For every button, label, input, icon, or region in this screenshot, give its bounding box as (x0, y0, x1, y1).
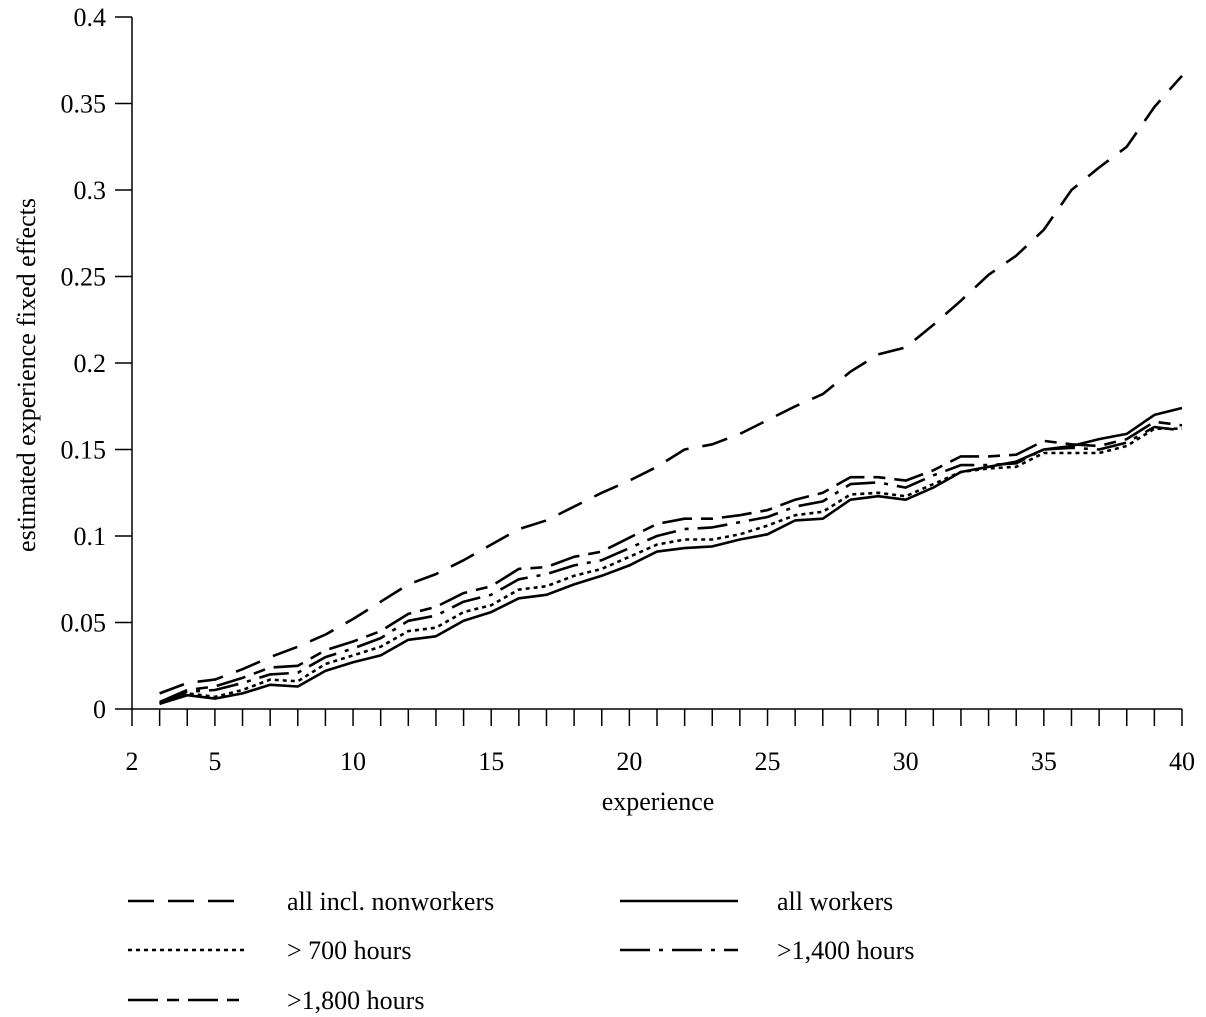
legend-label: >1,400 hours (777, 936, 914, 965)
series-group (159, 74, 1183, 706)
x-axis-label: experience (602, 787, 715, 816)
y-tick-label: 0.15 (61, 436, 107, 465)
y-tick-label: 0.05 (61, 609, 107, 638)
y-tick-label: 0.4 (74, 3, 107, 32)
y-tick-label: 0.2 (74, 349, 107, 378)
legend-label: >1,800 hours (287, 986, 424, 1015)
legend-label: all incl. nonworkers (287, 887, 494, 916)
y-ticks: 0 0.05 0.1 0.15 0.2 0.25 0.3 0.35 0.4 (61, 3, 132, 724)
series-line-2 (159, 427, 1182, 706)
legend-label: all workers (777, 887, 893, 916)
series-line-3 (159, 425, 1183, 705)
series-line-1 (159, 406, 1183, 706)
x-ticks: 2 5 10 15 20 25 30 35 40 (126, 709, 1195, 776)
legend-item: >1,400 hours (620, 936, 914, 965)
x-tick-label: 15 (478, 747, 504, 776)
x-tick-label: 10 (340, 747, 366, 776)
series-line-4 (159, 420, 1183, 704)
legend-item: all workers (620, 887, 893, 916)
x-tick-label: 30 (893, 747, 919, 776)
x-tick-label: 20 (616, 747, 642, 776)
x-tick-label: 35 (1031, 747, 1057, 776)
y-tick-label: 0 (93, 695, 106, 724)
x-tick-label: 5 (208, 747, 221, 776)
legend-item: >1,800 hours (128, 986, 424, 1015)
y-tick-label: 0.25 (61, 263, 107, 292)
legend-label: > 700 hours (287, 936, 411, 965)
series-line-0 (159, 74, 1183, 695)
legend: all incl. nonworkers all workers > 700 hou… (128, 887, 914, 1015)
y-axis-label: estimated experience fixed effects (12, 198, 41, 552)
y-tick-label: 0.1 (74, 522, 107, 551)
x-tick-label: 40 (1169, 747, 1195, 776)
x-tick-label: 25 (755, 747, 781, 776)
y-tick-label: 0.35 (61, 90, 107, 119)
y-tick-label: 0.3 (74, 176, 107, 205)
legend-item: all incl. nonworkers (128, 887, 494, 916)
legend-item: > 700 hours (128, 936, 411, 965)
x-tick-label: 2 (126, 747, 139, 776)
axes (131, 17, 1182, 710)
